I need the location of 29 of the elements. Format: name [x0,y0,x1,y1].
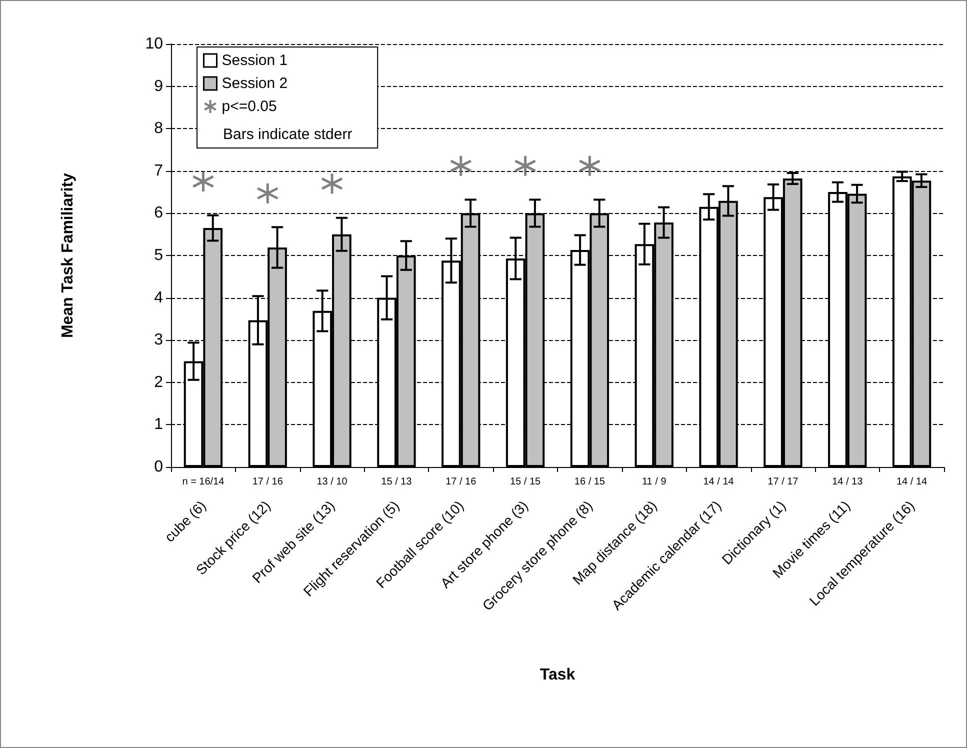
text: 17 / 17 [768,476,799,488]
y-tick-label: 5 [154,247,164,264]
text: 15 / 15 [510,476,542,488]
y-tick-label: 10 [145,36,164,52]
legend-label: Session 1 [222,52,288,69]
annotation: Bars indicate stderr [223,126,352,143]
text: 14 / 14 [896,476,928,488]
y-tick-label: 0 [154,458,164,476]
y-tick-label: 4 [154,289,164,306]
y-axis-title: Mean Task Familiarity [60,172,76,338]
text: 14 / 13 [832,476,864,488]
text: 17 / 16 [252,476,284,488]
text: 14 / 14 [703,476,734,488]
y-tick-label: 8 [154,120,164,138]
y-tick-label: 3 [154,332,164,349]
y-tick-label: 9 [154,78,164,95]
legend-label: p<=0.05 [222,98,277,115]
text: n = 16/14 [182,476,225,488]
x-axis-title: Task [540,666,576,684]
text: 11 / 9 [642,476,667,488]
y-tick-label: 6 [154,204,164,222]
text: 17 / 16 [446,476,477,488]
text: 16 / 15 [574,476,606,488]
text: 13 / 10 [316,476,348,488]
y-tick-label: 7 [154,162,164,180]
legend-label: Session 2 [222,75,288,92]
y-tick-label: 2 [154,374,164,391]
y-tick-label: 1 [154,416,164,434]
text: 15 / 13 [381,476,412,488]
